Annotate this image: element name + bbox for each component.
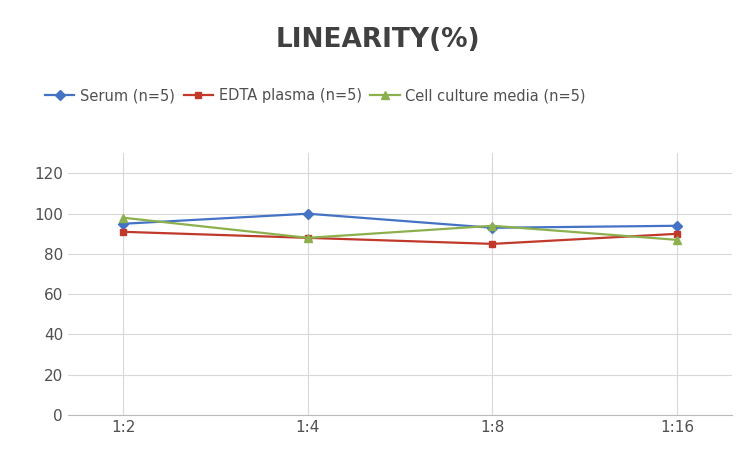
Line: Cell culture media (n=5): Cell culture media (n=5) — [119, 214, 681, 244]
Serum (n=5) — [119, 221, 128, 226]
Serum (n=5) — [488, 225, 497, 230]
Cell culture media (n=5) — [119, 215, 128, 221]
EDTA plasma (n=5) — [488, 241, 497, 247]
Serum (n=5) — [304, 211, 313, 216]
Cell culture media (n=5) — [304, 235, 313, 240]
EDTA plasma (n=5) — [673, 231, 682, 236]
Cell culture media (n=5) — [673, 237, 682, 243]
Serum (n=5) — [673, 223, 682, 229]
Legend: Serum (n=5), EDTA plasma (n=5), Cell culture media (n=5): Serum (n=5), EDTA plasma (n=5), Cell cul… — [45, 88, 586, 103]
EDTA plasma (n=5) — [119, 229, 128, 235]
Cell culture media (n=5) — [488, 223, 497, 229]
EDTA plasma (n=5) — [304, 235, 313, 240]
Text: LINEARITY(%): LINEARITY(%) — [275, 27, 480, 53]
Line: Serum (n=5): Serum (n=5) — [120, 210, 680, 231]
Line: EDTA plasma (n=5): EDTA plasma (n=5) — [120, 228, 680, 247]
